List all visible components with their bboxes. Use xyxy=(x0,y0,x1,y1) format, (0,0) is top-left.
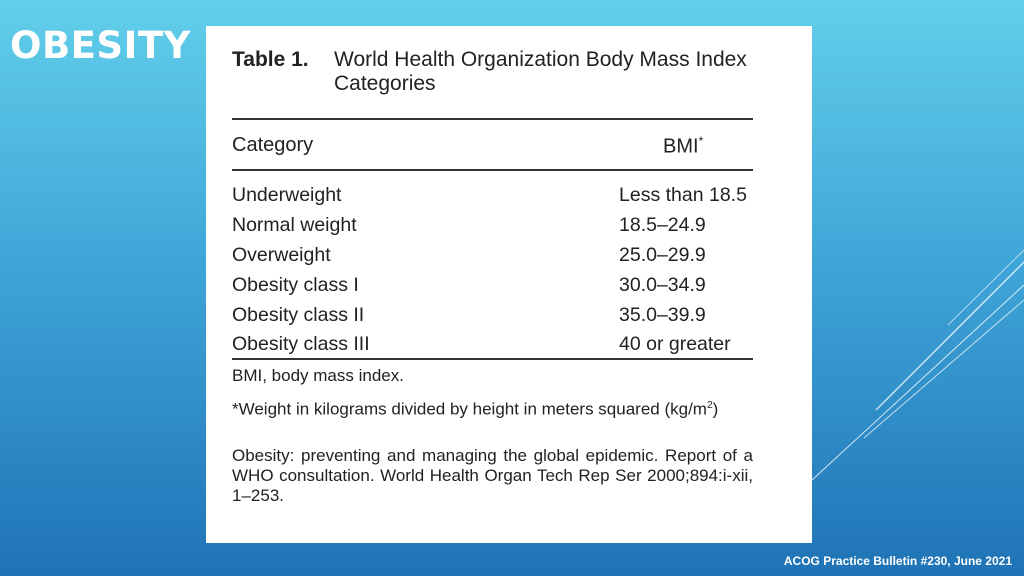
column-header-bmi: BMI* xyxy=(663,134,703,159)
abbreviation-note: BMI, body mass index. xyxy=(232,366,404,385)
row-category: Underweight xyxy=(232,184,342,206)
row-bmi: 18.5–24.9 xyxy=(619,214,706,236)
footnote-marker: * xyxy=(698,134,704,148)
top-rule xyxy=(232,118,753,120)
bmi-footnote-superscript: 2 xyxy=(706,400,713,411)
row-bmi: 30.0–34.9 xyxy=(619,274,706,296)
column-header-bmi-label: BMI xyxy=(663,135,699,158)
header-rule xyxy=(232,169,753,171)
slide-title: OBESITY xyxy=(10,24,191,67)
row-bmi: 40 or greater xyxy=(619,333,731,355)
table-number: Table 1. xyxy=(232,48,309,71)
row-category: Normal weight xyxy=(232,214,357,236)
column-header-category: Category xyxy=(232,134,314,156)
row-bmi: 35.0–39.9 xyxy=(619,304,706,326)
footer-reference: ACOG Practice Bulletin #230, June 2021 xyxy=(783,554,1012,568)
row-bmi: Less than 18.5 xyxy=(619,184,747,206)
bottom-rule xyxy=(232,358,753,360)
source-citation: Obesity: preventing and managing the glo… xyxy=(232,446,753,505)
bmi-footnote-close: ) xyxy=(712,399,719,419)
row-category: Obesity class III xyxy=(232,333,370,355)
row-category: Obesity class I xyxy=(232,274,359,296)
table-panel: Table 1. World Health Organization Body … xyxy=(206,26,812,543)
table-caption: World Health Organization Body Mass Inde… xyxy=(334,48,747,95)
row-category: Overweight xyxy=(232,244,331,266)
bmi-footnote-text: *Weight in kilograms divided by height i… xyxy=(232,399,707,419)
bmi-footnote: *Weight in kilograms divided by height i… xyxy=(232,396,753,420)
row-bmi: 25.0–29.9 xyxy=(619,244,706,266)
row-category: Obesity class II xyxy=(232,304,365,326)
